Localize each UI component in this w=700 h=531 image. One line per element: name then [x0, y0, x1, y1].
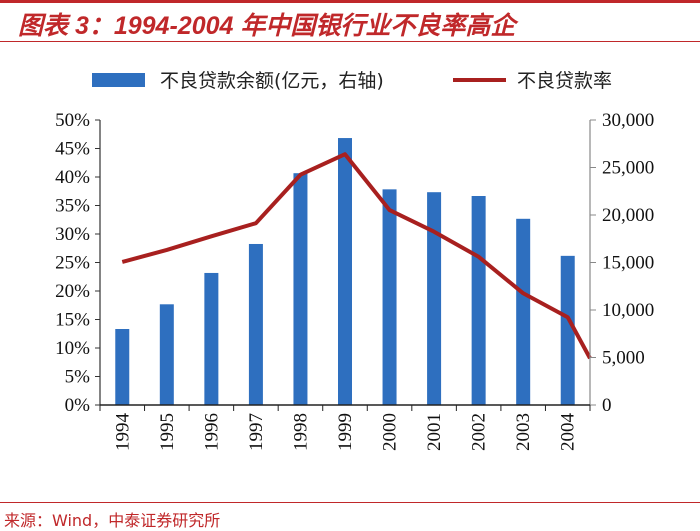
bar-2000	[383, 189, 397, 405]
bar-2003	[516, 219, 530, 405]
x-tick-label: 1998	[290, 413, 311, 451]
right-tick-label: 15,000	[602, 253, 654, 274]
bar-1998	[293, 173, 307, 405]
x-tick-label: 1996	[201, 413, 222, 451]
bar-1994	[115, 329, 129, 405]
x-tick-label: 1999	[335, 413, 356, 451]
left-tick-label: 20%	[55, 281, 90, 302]
bar-2001	[427, 192, 441, 405]
left-tick-label: 50%	[55, 110, 90, 131]
x-tick-label: 1995	[157, 413, 178, 451]
bar-1999	[338, 138, 352, 405]
right-tick-label: 0	[602, 395, 612, 416]
left-tick-label: 0%	[65, 395, 91, 416]
left-tick-label: 30%	[55, 224, 90, 245]
right-tick-label: 5,000	[602, 348, 645, 369]
x-tick-label: 1994	[112, 413, 133, 452]
left-tick-label: 10%	[55, 338, 90, 359]
bar-1995	[160, 304, 174, 405]
bar-1996	[204, 273, 218, 405]
x-tick-label: 2000	[380, 413, 401, 451]
x-tick-label: 2003	[513, 413, 534, 451]
legend-label-line: 不良贷款率	[517, 70, 612, 92]
source-note: 来源：Wind，中泰证券研究所	[4, 507, 220, 531]
x-tick-label: 2004	[558, 413, 579, 452]
right-tick-label: 25,000	[602, 158, 654, 179]
left-tick-label: 25%	[55, 253, 90, 274]
bar-1997	[249, 244, 263, 405]
legend-label-bar: 不良贷款余额(亿元，右轴)	[160, 70, 384, 92]
left-tick-label: 15%	[55, 310, 90, 331]
right-tick-label: 20,000	[602, 205, 654, 226]
left-tick-label: 40%	[55, 167, 90, 188]
footer-rule	[0, 502, 700, 503]
right-tick-label: 30,000	[602, 110, 654, 131]
x-tick-label: 1997	[246, 413, 267, 451]
bar-2002	[472, 196, 486, 405]
x-tick-label: 2001	[424, 413, 445, 451]
x-tick-label: 2002	[469, 413, 490, 451]
left-tick-label: 45%	[55, 139, 90, 160]
left-tick-label: 5%	[65, 367, 91, 388]
left-tick-label: 35%	[55, 196, 90, 217]
chart: 不良贷款余额(亿元，右轴) 不良贷款率 0% 5% 10% 15% 20% 25% 30% 35%…	[0, 0, 700, 500]
legend-bar-swatch	[92, 73, 145, 87]
right-tick-label: 10,000	[602, 300, 654, 321]
